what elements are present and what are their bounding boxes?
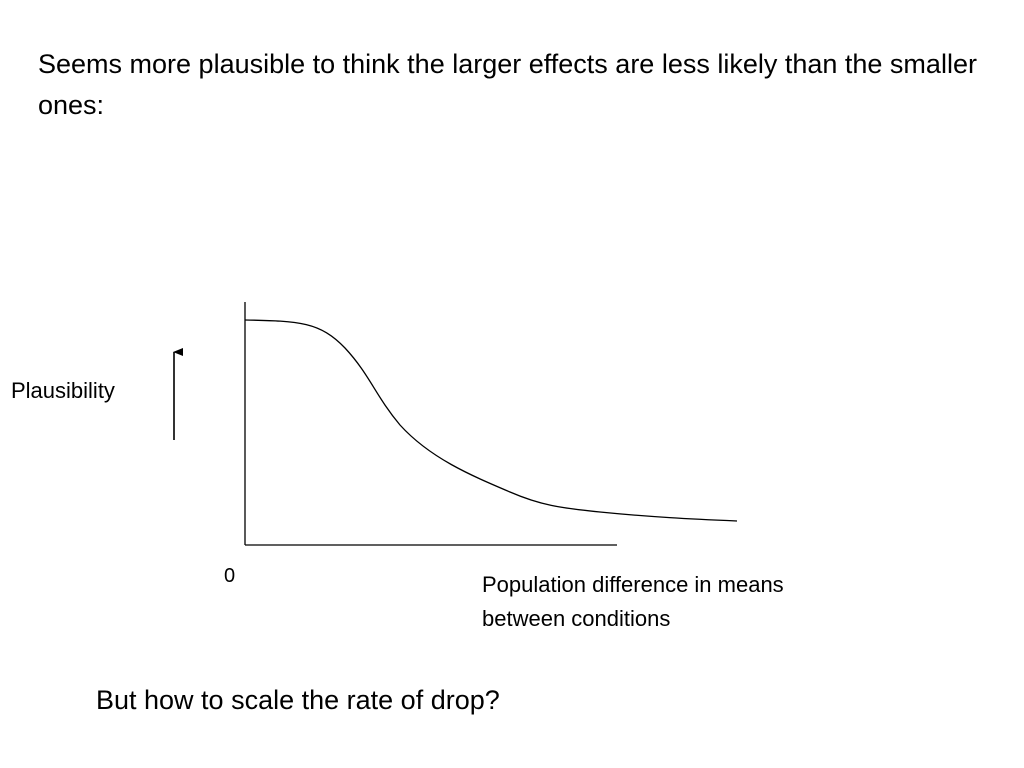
- slide-question: But how to scale the rate of drop?: [96, 685, 500, 715]
- plausibility-curve: [244, 319, 738, 522]
- origin-label: 0: [224, 565, 236, 587]
- x-axis-label-line-1: Population difference in means: [482, 572, 784, 597]
- x-axis-label-line-2: between conditions: [482, 606, 671, 631]
- slide-heading: Seems more plausible to think the larger…: [38, 49, 977, 120]
- y-axis-label: Plausibility: [11, 378, 115, 403]
- x-axis-label: Population difference in means between c…: [482, 568, 902, 636]
